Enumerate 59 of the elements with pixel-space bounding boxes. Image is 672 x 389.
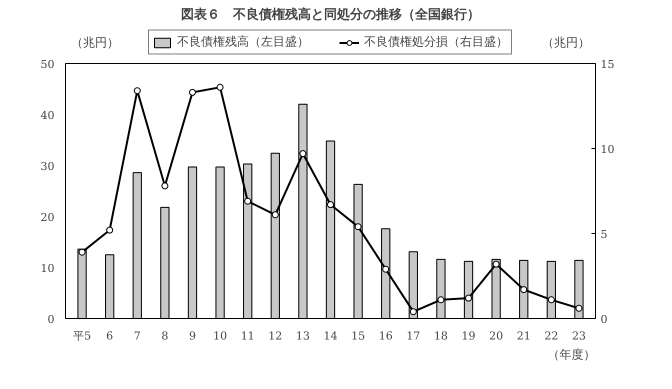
legend-label: 不良債権処分損（右目盛） bbox=[364, 34, 508, 50]
x-tick-label: 21 bbox=[516, 330, 531, 342]
legend-label: 不良債権残高（左目盛） bbox=[177, 34, 309, 50]
x-tick-label: 23 bbox=[572, 330, 586, 342]
point bbox=[520, 286, 528, 294]
point bbox=[382, 266, 390, 273]
chart-title: 図表６ 不良債権残高と同処分の推移（全国銀行） bbox=[181, 6, 480, 22]
point bbox=[410, 308, 417, 316]
x-tick-label: 20 bbox=[489, 330, 504, 342]
y-axis-title: （兆円） bbox=[70, 36, 119, 50]
bar bbox=[215, 166, 225, 318]
y2-tick-label: 10 bbox=[600, 143, 614, 156]
y-tick-label: 30 bbox=[40, 160, 55, 173]
y-tick-label: 0 bbox=[48, 313, 54, 326]
bar bbox=[160, 206, 170, 318]
x-tick-label: 15 bbox=[351, 330, 366, 342]
y-tick-label: 40 bbox=[40, 109, 55, 122]
x-tick-label: 10 bbox=[213, 330, 228, 342]
x-tick-label: 18 bbox=[434, 330, 448, 342]
x-tick-label: 16 bbox=[378, 330, 393, 342]
point bbox=[216, 84, 224, 91]
x-tick-label: 22 bbox=[544, 330, 558, 342]
bar bbox=[105, 254, 114, 318]
x-tick-label: 9 bbox=[188, 330, 196, 342]
x-tick-label: 17 bbox=[406, 330, 420, 342]
point bbox=[78, 248, 86, 256]
point bbox=[492, 260, 500, 268]
x-axis-title: （年度） bbox=[548, 348, 596, 362]
point bbox=[465, 294, 472, 302]
x-tick-label: 平5 bbox=[73, 330, 92, 342]
point bbox=[575, 304, 582, 312]
x-tick-label: 11 bbox=[240, 330, 255, 342]
x-tick-label: 7 bbox=[134, 330, 141, 342]
point bbox=[327, 201, 334, 208]
point bbox=[161, 182, 168, 190]
bar bbox=[132, 172, 142, 318]
point bbox=[548, 296, 555, 304]
x-tick-label: 12 bbox=[268, 330, 282, 342]
y-tick-label: 50 bbox=[40, 58, 55, 71]
x-tick-label: 6 bbox=[106, 330, 114, 342]
bar bbox=[188, 166, 198, 318]
y2-axis-title: （兆円） bbox=[542, 36, 590, 50]
y-tick-label: 20 bbox=[40, 211, 55, 224]
point bbox=[106, 226, 114, 234]
point bbox=[188, 88, 196, 96]
x-tick-label: 14 bbox=[324, 330, 338, 342]
point bbox=[437, 296, 444, 304]
x-tick-label: 13 bbox=[296, 330, 310, 342]
point bbox=[299, 150, 306, 158]
x-tick-label: 8 bbox=[161, 330, 168, 342]
x-tick-label: 19 bbox=[462, 330, 476, 342]
y2-tick-label: 15 bbox=[600, 58, 614, 71]
point bbox=[354, 223, 362, 230]
point bbox=[244, 198, 252, 205]
point bbox=[134, 87, 141, 94]
y2-tick-label: 0 bbox=[600, 313, 608, 326]
point bbox=[272, 211, 279, 218]
y2-tick-label: 5 bbox=[600, 228, 608, 241]
y-tick-label: 10 bbox=[40, 262, 55, 275]
